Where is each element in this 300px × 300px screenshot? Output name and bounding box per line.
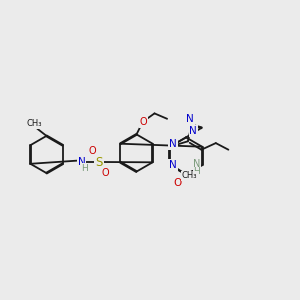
Text: N: N: [193, 159, 200, 169]
Text: S: S: [95, 155, 103, 169]
Text: O: O: [139, 117, 147, 127]
Text: O: O: [102, 168, 110, 178]
Text: CH₃: CH₃: [26, 119, 42, 128]
Text: N: N: [78, 157, 86, 167]
Text: N: N: [169, 160, 177, 170]
Text: O: O: [173, 178, 182, 188]
Text: H: H: [193, 167, 200, 176]
Text: N: N: [186, 114, 194, 124]
Text: O: O: [88, 146, 96, 156]
Text: CH₃: CH₃: [182, 171, 197, 180]
Text: N: N: [169, 139, 177, 149]
Text: H: H: [81, 164, 87, 173]
Text: N: N: [189, 126, 197, 136]
